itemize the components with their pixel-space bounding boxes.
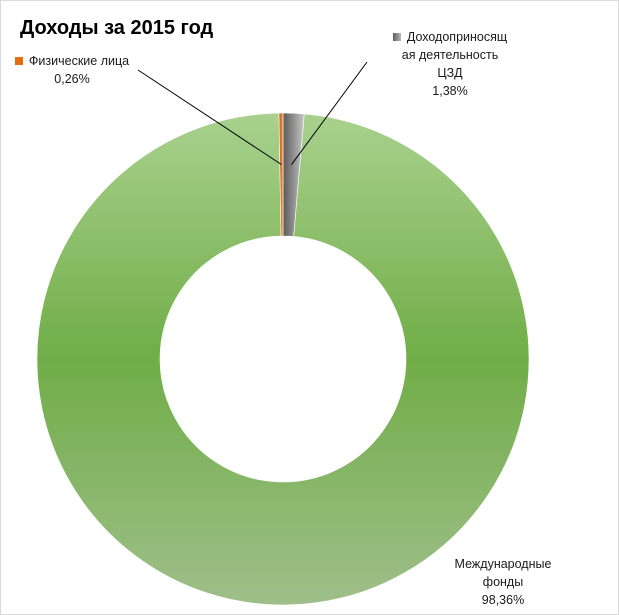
leader-line-income-activity [291,61,368,165]
slice-physical-persons [278,112,284,237]
data-label-international-funds: Международные фонды 98,36% [443,555,563,609]
data-label-international-funds-line-2: фонды [482,575,524,589]
leader-line-physical-persons [137,69,282,165]
data-label-income-activity-line-2: ая деятельность [401,48,499,62]
data-label-international-funds-value: 98,36% [481,593,525,607]
data-label-physical-persons-value: 0,26% [54,72,90,86]
data-label-income-activity-text-1: Доходоприносящ [406,30,508,44]
data-label-physical-persons-name: Физические лица [7,52,137,70]
data-label-international-funds-line-1: Международные [454,557,552,571]
data-label-physical-persons: Физические лица 0,26% [7,52,137,88]
chart-title: Доходы за 2015 год [20,17,214,39]
data-label-income-activity-line-3: ЦЗД [437,66,463,80]
slice-international-funds [36,112,530,606]
legend-key-physical-persons [14,57,23,65]
data-label-income-activity-line-1: Доходоприносящ [375,28,525,46]
legend-key-income-activity [392,33,401,41]
data-label-physical-persons-text: Физические лица [28,54,130,68]
data-label-income-activity: Доходоприносящ ая деятельность ЦЗД 1,38% [375,28,525,100]
data-label-income-activity-value: 1,38% [432,84,468,98]
